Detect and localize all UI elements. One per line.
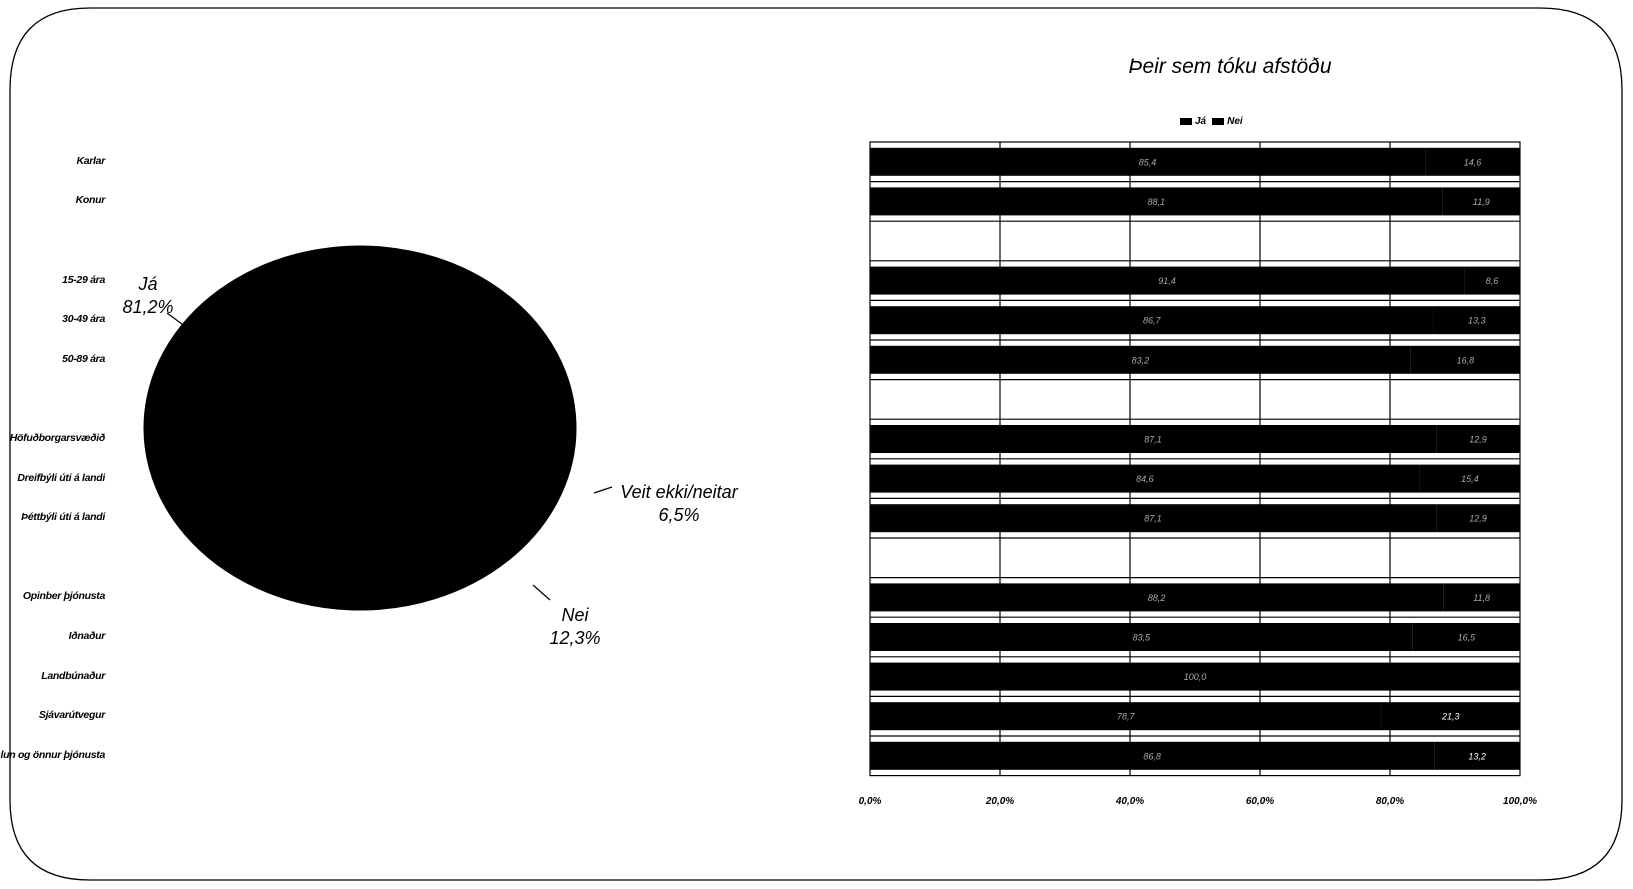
data-label-ja: 88,2 [1148,593,1166,603]
bar-ja [870,345,1411,374]
data-label-nei: 21,3 [1441,712,1460,722]
category-label: Opinber þjónusta [22,590,105,603]
legend-label-nei: Nei [1227,116,1243,127]
data-label-ja: 85,4 [1139,157,1157,167]
data-label-nei: 13,3 [1468,316,1486,326]
pie-label-ja-value: 81,2% [122,297,174,317]
bar-nei [1436,425,1520,453]
legend-label-ja: Já [1195,116,1207,127]
category-label: Sjávarútvegur [38,709,105,722]
bar-ja [870,623,1413,651]
pie-label-veit: Veit ekki/neitar 6,5% [604,481,754,527]
data-label-nei: 8,6 [1486,276,1499,286]
bar-nei [1434,741,1520,770]
bar-ja [870,702,1382,731]
category-label: Karlar [76,154,105,167]
bar-ja [870,425,1437,453]
data-label-nei: 16,5 [1458,633,1477,643]
x-tick-label: 100,0% [1503,795,1537,807]
data-label-nei: 12,9 [1469,435,1487,445]
bar-nei [1442,187,1520,216]
legend-item-ja: Já [1180,116,1206,127]
x-tick-label: 60,0% [1245,795,1275,807]
data-label-nei: 13,2 [1468,751,1486,761]
pie-label-ja-name: Já [138,274,158,294]
data-label-ja: 84,6 [1136,474,1154,484]
pie-label-veit-value: 6,5% [658,505,700,525]
pie-label-ja: Já 81,2% [108,273,188,319]
bar-ja [870,306,1434,335]
bar-ja [870,504,1437,533]
data-label-ja: 100,0 [1184,672,1207,682]
data-label-nei: 14,6 [1464,157,1482,167]
bar-ja [870,187,1443,216]
bar-nei [1433,306,1520,335]
category-label: Höfuðborgarsvæðið [9,432,106,444]
data-label-ja: 88,1 [1148,197,1166,207]
bar-nei [1443,583,1520,612]
bar-ja [870,147,1426,176]
bar-ja [870,266,1465,295]
bar-nei [1412,623,1520,651]
pie-label-nei: Nei 12,3% [540,604,610,650]
data-label-ja: 87,1 [1144,435,1162,445]
bar-nei [1419,464,1520,493]
category-label: Konur [75,194,106,207]
bar-ja [870,583,1444,612]
x-tick-label: 20,0% [985,795,1015,807]
category-label: Verslun og önnur þjónusta [0,748,105,761]
data-label-ja: 87,1 [1144,514,1162,524]
bar-ja [870,662,1520,691]
data-label-nei: 16,8 [1457,355,1475,365]
category-label: Iðnaður [68,630,106,642]
data-label-nei: 15,4 [1461,474,1479,484]
bar-nei [1410,345,1520,374]
pie-leader-nei [532,584,551,601]
pie-label-nei-value: 12,3% [549,628,601,648]
x-tick-label: 40,0% [1115,795,1145,807]
legend-swatch-nei [1212,118,1225,125]
data-label-nei: 11,9 [1473,197,1490,207]
pie-leader-ja [166,312,191,331]
legend-swatch-ja [1180,118,1192,125]
pie-label-veit-name: Veit ekki/neitar [620,482,738,502]
category-label: Þéttbýli úti á landi [21,511,105,524]
pie-slice-2 [175,278,361,429]
category-labels: Karlar Konur 15-29 ára 30-49 ára 50-89 ára Hö… [0,154,106,761]
bar-chart-title: Þeir sem tóku afstöðu [1128,55,1332,78]
pie-leader-veit [593,486,613,494]
x-tick-label: 80,0% [1375,795,1405,807]
data-label-ja: 91,4 [1158,276,1176,286]
category-label: Landbúnaður [41,669,105,682]
data-label-ja: 83,2 [1132,355,1150,365]
bar-nei [1381,702,1520,731]
data-label-ja: 86,7 [1143,316,1162,326]
category-label: 15-29 ára [62,273,105,286]
data-label-ja: 83,5 [1133,633,1152,643]
bar-nei [1425,147,1520,176]
category-label: 50-89 ára [62,352,105,365]
data-label-ja: 86,8 [1143,751,1161,761]
legend-item-nei: Nei [1212,116,1243,127]
data-label-ja: 78,7 [1117,712,1136,722]
pie-label-nei-name: Nei [561,605,589,625]
category-label: 30-49 ára [62,313,105,326]
bar-ja [870,741,1435,770]
bar-chart-legend: Já Nei [1180,116,1243,127]
pie-slice-0 [148,245,577,611]
data-label-nei: 11,8 [1473,593,1490,603]
x-tick-label: 0,0% [858,795,882,807]
bar-nei [1436,504,1520,533]
bar-ja [870,464,1420,493]
pie-slice-1 [143,331,362,469]
category-label: Dreifbýli úti á landi [17,471,105,484]
bar-nei [1464,266,1520,295]
data-label-nei: 12,9 [1469,514,1487,524]
